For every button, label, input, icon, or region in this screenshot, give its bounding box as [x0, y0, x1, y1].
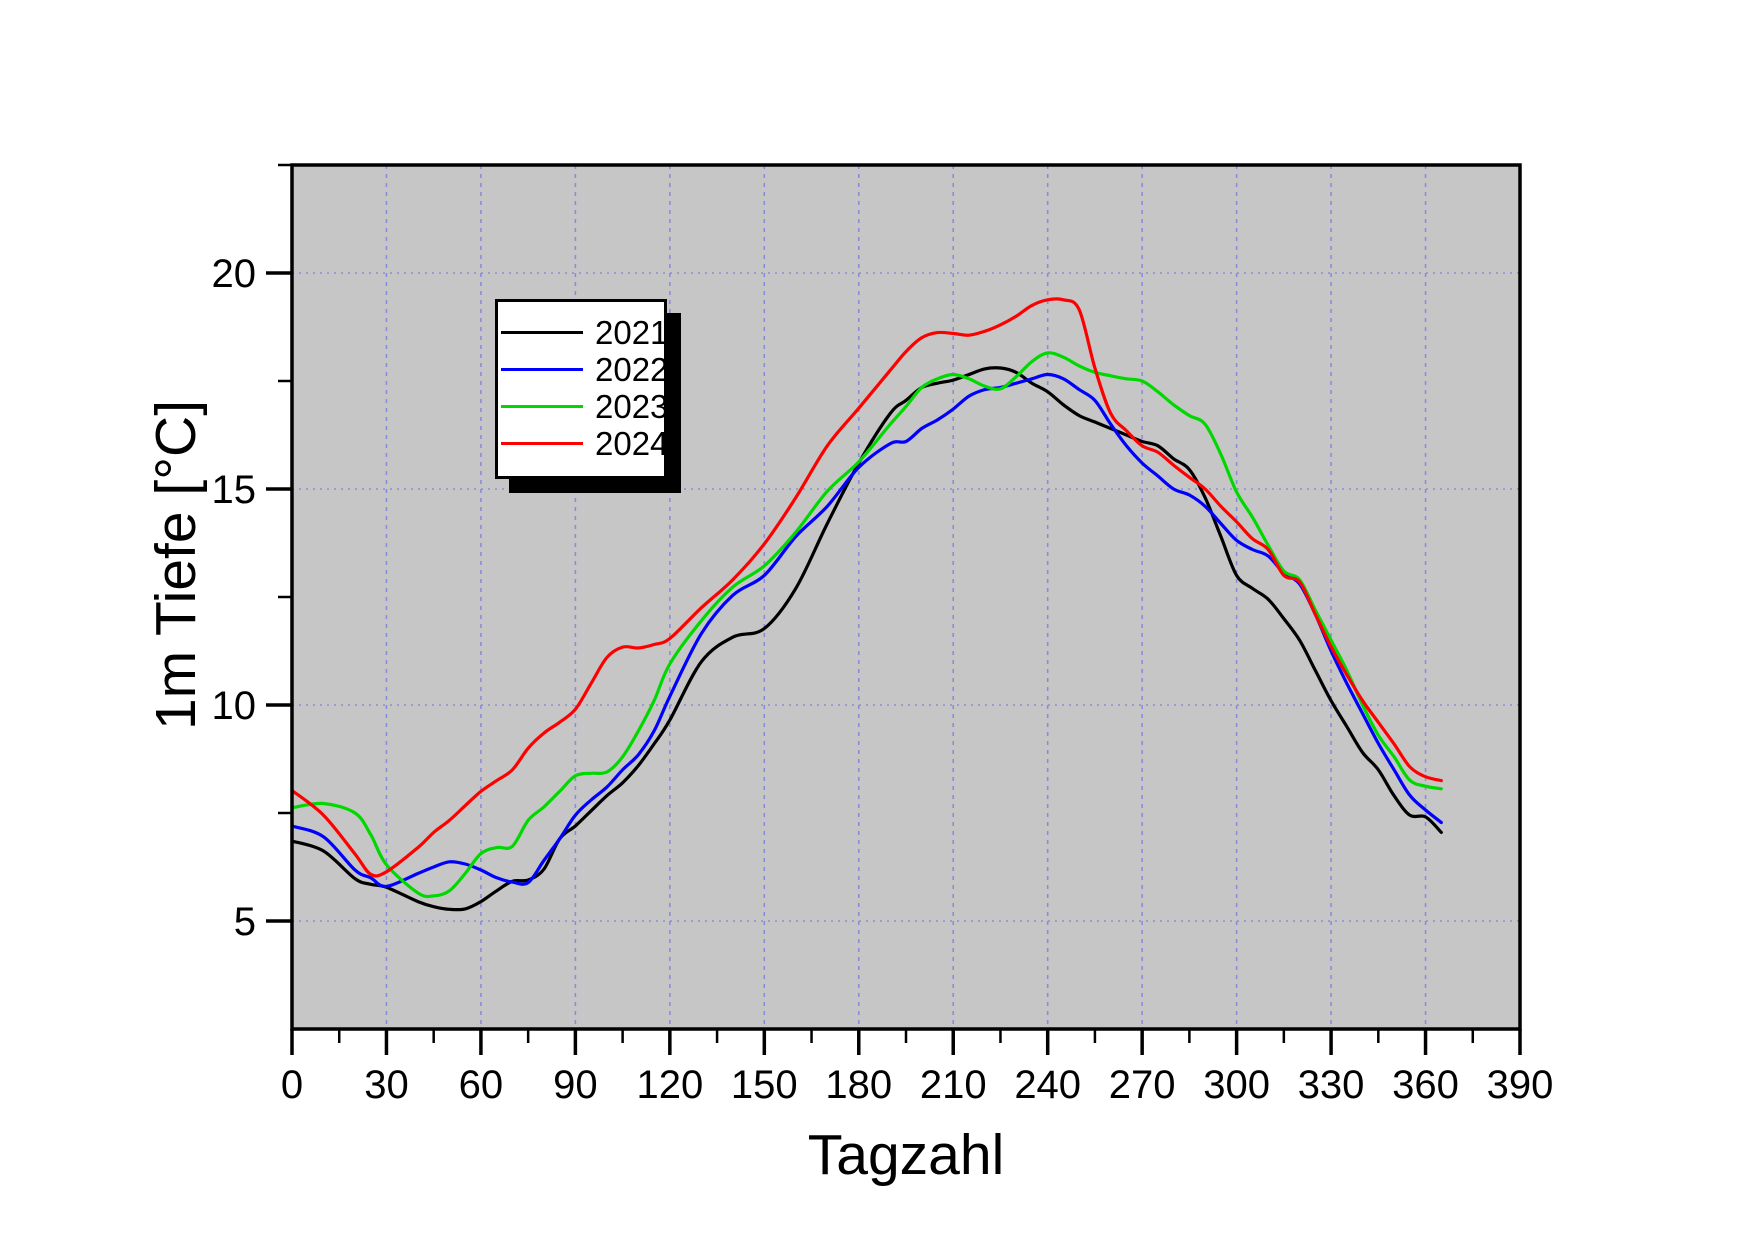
legend-line-sample	[501, 331, 583, 334]
x-tick-label: 330	[1298, 1063, 1365, 1107]
legend-item: 2021	[498, 314, 668, 351]
curve-2024	[290, 297, 1443, 878]
x-tick-label: 390	[1487, 1063, 1554, 1107]
x-tick-label: 300	[1203, 1063, 1270, 1107]
x-tick-label: 60	[459, 1063, 504, 1107]
legend-item: 2023	[498, 388, 668, 425]
x-tick-label: 0	[281, 1063, 303, 1107]
plot-background	[292, 165, 1520, 1029]
y-tick-label: 5	[234, 900, 256, 944]
y-axis-title: 1m Tiefe [°C]	[144, 399, 208, 731]
x-tick-label: 270	[1109, 1063, 1176, 1107]
legend-item: 2024	[498, 425, 668, 462]
x-axis-title: Tagzahl	[807, 1123, 1005, 1187]
x-tick-label: 90	[553, 1063, 598, 1107]
y-tick-label: 20	[212, 252, 257, 296]
legend-label: 2023	[595, 388, 669, 425]
x-tick-label: 30	[364, 1063, 409, 1107]
legend: 2021 2022 2023 2024	[495, 299, 668, 479]
x-tick-label: 180	[825, 1063, 892, 1107]
y-tick-label: 10	[212, 684, 257, 728]
legend-label: 2024	[595, 425, 669, 462]
legend-item: 2022	[498, 351, 668, 388]
legend-label: 2021	[595, 314, 669, 351]
legend-line-sample	[501, 442, 583, 445]
x-tick-label: 210	[920, 1063, 987, 1107]
legend-line-sample	[501, 368, 583, 371]
y-tick-label: 15	[212, 468, 257, 512]
x-tick-label: 360	[1392, 1063, 1459, 1107]
x-tick-label: 150	[731, 1063, 798, 1107]
x-tick-label: 120	[636, 1063, 703, 1107]
x-tick-label: 240	[1014, 1063, 1081, 1107]
curve-2021	[290, 366, 1443, 912]
legend-label: 2022	[595, 351, 669, 388]
legend-line-sample	[501, 405, 583, 408]
